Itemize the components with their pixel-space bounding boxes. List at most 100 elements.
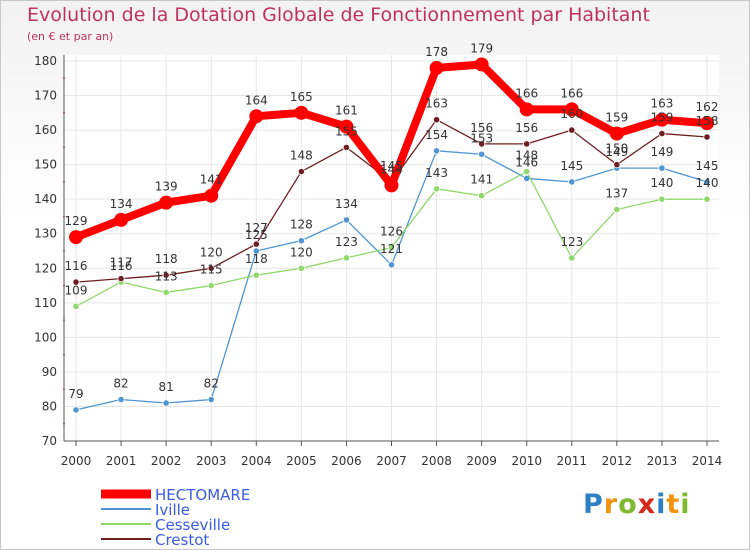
logo-letter: r [603,489,619,520]
data-point [613,161,621,169]
data-label: 165 [290,90,313,104]
data-point [384,178,399,193]
x-tick-label: 2013 [647,454,678,468]
data-label: 123 [560,235,583,249]
data-point [207,395,215,404]
data-label: 128 [290,218,313,232]
data-label: 145 [560,159,583,173]
data-label: 140 [696,176,719,190]
y-tick-label: 180 [34,54,57,68]
data-label: 162 [696,100,719,114]
data-label: 116 [110,259,133,273]
data-point [519,102,534,117]
data-label: 178 [425,45,448,59]
data-label: 141 [200,173,223,187]
data-point [429,60,444,75]
data-point [297,167,305,176]
data-label: 79 [68,387,83,401]
data-label: 159 [650,111,673,125]
data-point [432,116,441,124]
data-label: 146 [515,155,538,169]
data-label: 156 [515,121,538,135]
x-tick-label: 2003 [196,454,227,468]
data-point [69,230,83,245]
data-point [609,126,624,141]
y-tick-label: 150 [34,158,57,172]
data-point [658,164,666,172]
data-label: 139 [155,180,178,194]
y-tick-label: 90 [42,365,57,379]
data-point [613,205,621,214]
proxiti-logo: Proxiti [583,489,691,520]
data-point [568,178,576,186]
data-label: 134 [335,197,358,211]
data-label: 148 [290,149,313,163]
data-point [387,243,396,252]
data-point [700,116,714,131]
data-point [703,178,711,186]
data-point [478,150,486,158]
data-label: 158 [696,114,719,128]
data-point [703,195,711,203]
x-tick-label: 2010 [511,454,542,468]
x-tick-label: 2011 [557,454,588,468]
data-label: 121 [380,242,403,256]
data-point [297,237,305,245]
data-point [658,195,666,203]
y-tick-label: 100 [34,330,57,344]
y-tick-label: 170 [34,89,57,103]
data-point [474,57,489,72]
chart-subtitle: (en € et par an) [27,30,114,43]
x-tick-label: 2005 [286,454,317,468]
axes: 70 80 90 100 110 120 130 140 150 160 170 180 2000 200… [34,54,722,468]
data-label: 148 [515,149,538,163]
legend-label-iville: Iville [155,501,190,519]
data-label: 160 [560,107,583,121]
data-label: 163 [425,97,448,111]
data-label: 141 [470,173,493,187]
data-point [72,406,80,414]
data-label: 164 [245,93,268,107]
y-tick-label: 110 [34,296,57,310]
data-point [207,264,215,272]
data-point [249,109,264,124]
y-tick-label: 130 [34,227,57,241]
data-label: 82 [113,377,128,391]
data-label: 137 [605,187,628,201]
data-label: 125 [245,228,268,242]
legend-label-cesseville: Cesseville [155,516,230,534]
data-point [162,271,170,279]
y-tick-label: 70 [42,434,57,448]
y-tick-label: 140 [34,192,57,206]
x-tick-label: 2014 [692,454,723,468]
x-tick-label: 2006 [331,454,362,468]
data-point [387,261,396,269]
data-point [159,195,174,210]
data-point [252,247,260,255]
data-label: 134 [110,197,133,211]
data-label: 144 [380,162,403,176]
data-label: 159 [605,111,628,125]
data-label: 126 [380,225,403,239]
data-point [654,112,669,127]
y-tick-label: 120 [34,261,57,275]
data-point [478,192,486,200]
data-label: 153 [470,131,493,145]
data-point [432,185,441,193]
data-point [204,188,219,203]
logo-letter: x [637,489,657,520]
data-point [523,140,531,148]
data-label: 145 [696,159,719,173]
data-point [658,129,666,138]
data-label: 82 [204,377,219,391]
data-label: 145 [380,159,403,173]
data-label: 163 [650,97,673,111]
y-tick-label: 80 [42,399,57,413]
data-point [72,302,80,310]
data-label: 149 [650,145,673,159]
x-tick-label: 2001 [106,454,137,468]
logo-letter: t [666,489,681,520]
x-tick-label: 2012 [602,454,633,468]
